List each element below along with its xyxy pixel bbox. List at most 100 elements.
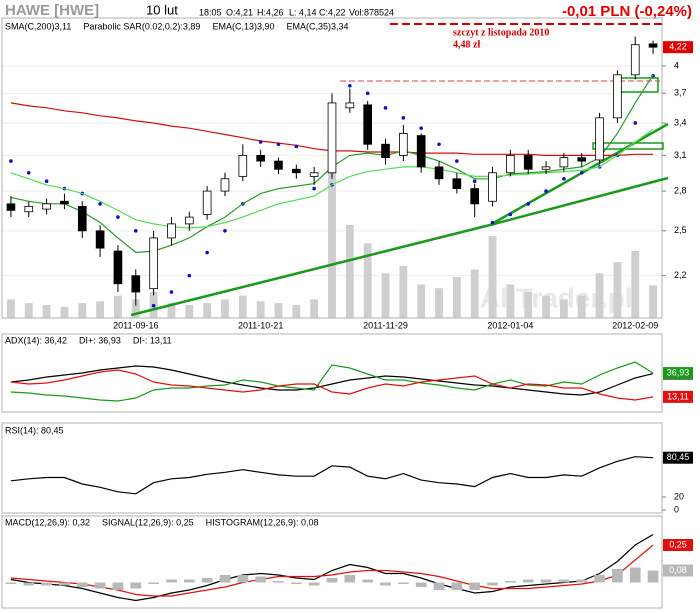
sar-dot: [419, 126, 423, 130]
annotation: 4,48 zł: [453, 39, 480, 50]
candle-body: [523, 154, 533, 170]
sar-dot: [151, 303, 156, 308]
volume-bar: [292, 304, 301, 318]
legend-entry: RSI(14): 80,45: [5, 425, 64, 435]
candle-body: [291, 168, 301, 174]
y-tick-label: 20: [674, 491, 684, 501]
candle-body: [648, 43, 658, 48]
histogram-bar: [201, 578, 213, 583]
volume-bar: [345, 224, 354, 318]
date: 10 lut: [146, 2, 178, 17]
legend-entry: MACD(12,26,9): 0,32: [5, 517, 90, 527]
volume: Vol:878524: [349, 7, 394, 17]
x-tick-label: 2011-10-21: [238, 320, 283, 330]
legend-entry: DI+: 36,93: [79, 335, 121, 345]
close: C:4,22: [319, 7, 346, 17]
volume-bar: [488, 236, 497, 318]
volume-bar: [167, 303, 176, 318]
histogram-bar: [219, 575, 231, 583]
candle-body: [327, 102, 337, 174]
histogram-bar: [166, 579, 177, 583]
y-tick-label: 4: [674, 60, 679, 70]
legend-entry: ADX(14): 36,42: [5, 335, 67, 345]
y-tick-label: 3,4: [674, 117, 687, 127]
volume-bar: [452, 277, 461, 318]
volume-bar: [256, 301, 265, 318]
macd-frame: [1, 515, 663, 609]
sar-dot: [205, 250, 209, 255]
sar-dot: [365, 91, 370, 96]
x-tick-label: 2012-02-09: [612, 320, 658, 330]
sar-dot: [348, 84, 352, 88]
candle-body: [363, 104, 372, 145]
histogram-bar: [451, 582, 463, 590]
volume-bar: [577, 295, 586, 318]
candle-body: [238, 154, 248, 177]
volume-bar: [60, 306, 69, 318]
histogram-bar: [540, 579, 552, 583]
candle-body: [381, 143, 390, 159]
sar-dot: [508, 212, 513, 217]
histogram-bar: [594, 575, 605, 583]
histogram-bar: [433, 582, 445, 590]
volume-bar: [238, 295, 247, 318]
histogram-bar: [290, 582, 302, 584]
volume-bar: [381, 273, 390, 318]
sar-dot: [544, 189, 548, 193]
volume-bar: [78, 303, 87, 318]
volume-bar: [649, 285, 658, 318]
annotation: szczyt z listopada 2010: [453, 27, 549, 38]
sar-dot: [133, 229, 138, 233]
trend-line: [489, 122, 669, 227]
volume-bar: [542, 295, 550, 318]
candle-body: [309, 172, 319, 177]
volume-bar: [131, 299, 140, 318]
sar-dot: [98, 202, 102, 206]
series-line: [10, 361, 654, 402]
rsi-frame: [1, 422, 663, 514]
x-tick-label: 2011-11-29: [363, 320, 408, 330]
ticker: HAWE [HWE]: [5, 2, 99, 19]
histogram-bar: [23, 582, 35, 586]
candle-body: [202, 190, 212, 215]
sar-dot: [116, 215, 120, 219]
histogram-bar: [398, 582, 409, 584]
histogram-bar: [629, 567, 641, 583]
candle-body: [470, 188, 480, 205]
sar-dot: [312, 186, 316, 191]
volume-bar: [524, 291, 533, 318]
value-box-label: 0,25: [669, 539, 687, 549]
candle-body: [630, 44, 640, 76]
candle-body: [77, 206, 87, 232]
y-tick-label: 2,2: [674, 270, 687, 280]
histogram-bar: [380, 582, 391, 586]
volume-bar: [274, 303, 283, 318]
sar-dot: [526, 202, 531, 206]
time: 18:05: [199, 7, 222, 17]
sar-dot: [562, 176, 566, 181]
candle-body: [24, 206, 34, 213]
histogram-bar: [522, 579, 534, 583]
series-line: [10, 369, 654, 401]
candle-body: [577, 157, 587, 162]
candle-body: [434, 166, 444, 180]
y-tick-label: 2,8: [674, 185, 687, 195]
histogram-bar: [612, 569, 623, 583]
candle-body: [113, 250, 123, 285]
legend-entry: SMA(C,200)3,11: [5, 21, 71, 31]
sar-dot: [276, 142, 281, 147]
x-tick-label: 2012-01-04: [487, 320, 533, 330]
legend-entry: SIGNAL(12,26,9): 0,25: [102, 517, 194, 527]
volume-bar: [470, 269, 479, 318]
main-frame: [1, 17, 663, 319]
y-tick-label: 0: [674, 504, 679, 514]
value-box: [663, 451, 693, 464]
volume-bar: [42, 304, 51, 318]
histogram-bar: [362, 579, 374, 583]
histogram-bar: [5, 582, 17, 584]
volume-bar: [24, 303, 33, 318]
histogram-bar: [112, 582, 124, 590]
value-box-label: 13,11: [667, 391, 689, 401]
volume-bar: [399, 265, 408, 318]
